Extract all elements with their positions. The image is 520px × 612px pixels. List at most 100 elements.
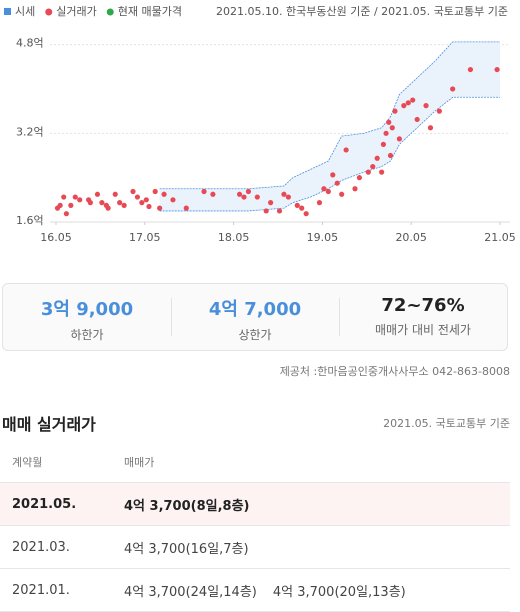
trade-point — [263, 208, 269, 214]
trade-point — [334, 180, 340, 186]
trade-point — [339, 191, 345, 197]
trade-point — [396, 136, 402, 142]
section-basis: 2021.05. 국토교통부 기준 — [383, 417, 510, 430]
trade-price: 4억 3,700(16일,7층) — [124, 541, 249, 557]
x-tick-label: 20.05 — [395, 231, 427, 244]
summary-box: 3억 9,000 하한가 4억 7,000 상한가 72~76% 매매가 대비 전세가 — [2, 283, 508, 351]
trade-point — [392, 108, 398, 114]
trade-point — [370, 163, 376, 170]
legend-label: 시세 — [15, 5, 35, 18]
trade-point — [63, 211, 69, 217]
trade-point — [294, 202, 300, 208]
trade-point — [130, 188, 136, 195]
trade-point — [254, 194, 260, 200]
trade-prices: 4억 3,700(8일,8층) — [123, 482, 510, 526]
trade-point — [152, 188, 158, 195]
trade-point — [157, 205, 163, 211]
trade-point — [365, 169, 371, 175]
trade-point — [94, 191, 101, 197]
trade-point — [268, 200, 274, 206]
x-tick-label: 18.05 — [218, 231, 250, 244]
x-tick-label: 19.05 — [307, 231, 339, 244]
trade-point — [146, 203, 152, 210]
summary-label: 상한가 — [238, 328, 272, 342]
trade-point — [285, 194, 291, 200]
source: 제공처 :한마음공인중개사사무소 042-863-8008 — [279, 365, 510, 378]
trade-point — [112, 191, 118, 197]
chart: 2021.05.10. 한국부동산원 기준 / 2021.05. 국토교통부 기… — [4, 5, 516, 244]
trade-point — [379, 169, 385, 175]
trade-point — [210, 191, 216, 197]
trade-point — [143, 197, 149, 203]
trade-point — [139, 200, 145, 206]
header-cell: 계약월 — [0, 442, 123, 483]
trade-point — [241, 194, 247, 200]
summary-label: 하한가 — [70, 328, 104, 342]
trade-point — [380, 141, 387, 147]
band-upper — [159, 41, 500, 190]
trade-point — [105, 205, 111, 211]
trade-point — [117, 200, 123, 206]
legend-label: 현재 매물가격 — [118, 5, 182, 18]
trade-point — [134, 194, 141, 200]
trade-point — [281, 191, 287, 197]
trade-point — [401, 103, 407, 109]
trade-point — [72, 194, 78, 200]
trade-point — [386, 119, 392, 125]
trade-prices: 4억 3,700(16일,7층) — [123, 525, 510, 569]
legend-swatch — [106, 8, 114, 16]
y-tick-label: 1.6억 — [16, 214, 44, 227]
x-tick-label: 21.05 — [484, 231, 516, 244]
trade-table: 계약월 매매가 2021.05. 4억 3,700(8일,8층) 2021.03. 4억… — [0, 442, 510, 612]
trade-point — [161, 191, 167, 197]
section-title: 매매 실거래가 — [2, 415, 96, 434]
page: {"chart_data": {"type": "scatter", "note… — [0, 5, 516, 612]
trade-point — [170, 197, 176, 203]
price-band — [159, 41, 501, 211]
trade-point — [61, 194, 67, 200]
trade-point — [467, 66, 474, 73]
trade-month: 2021.01. — [0, 568, 123, 612]
trade-point — [245, 188, 252, 195]
summary-value: 3억 9,000 — [40, 299, 134, 320]
summary-label: 매매가 대비 전세가 — [375, 323, 471, 337]
trade-row: 2021.01. 4억 3,700(24일,14층) 4억 3,700(20일,13… — [0, 568, 510, 612]
table-header: 계약월 매매가 — [0, 442, 510, 483]
trade-point — [68, 202, 74, 208]
trade-point — [299, 205, 305, 211]
trade-point — [423, 103, 429, 109]
trade-point — [387, 152, 394, 159]
trade-point — [410, 97, 416, 103]
legend-swatch — [45, 8, 53, 16]
trade-price: 4억 3,700(24일,14층) — [124, 584, 257, 600]
trade-month: 2021.03. — [0, 525, 123, 569]
summary-value: 72~76% — [381, 295, 465, 316]
trade-price: 4억 3,700(20일,13층) — [272, 584, 406, 600]
summary-value: 4억 7,000 — [208, 299, 302, 320]
y-tick-label: 3.2억 — [16, 125, 44, 138]
trade-point — [201, 188, 207, 195]
trade-price: 4억 3,700(8일,8층) — [124, 498, 250, 514]
trade-point — [121, 202, 127, 208]
trade-point — [321, 186, 327, 192]
header-cell: 매매가 — [123, 442, 510, 483]
trade-point — [383, 130, 389, 136]
trade-point — [389, 125, 395, 131]
legend-swatch — [4, 8, 11, 15]
trade-point — [450, 86, 456, 92]
trade-point — [405, 100, 411, 106]
trade-point — [325, 188, 331, 195]
trade-point — [414, 116, 420, 123]
y-tick-label: 4.8억 — [16, 37, 44, 50]
trade-prices: 4억 3,700(24일,14층) 4억 3,700(20일,13층) — [123, 568, 510, 612]
trade-point — [236, 191, 243, 197]
trade-point — [374, 155, 380, 161]
trade-month: 2021.05. — [0, 482, 123, 526]
summary-item: 3억 9,000 하한가 — [3, 284, 171, 350]
trade-point — [303, 211, 309, 217]
trade-point — [276, 208, 283, 214]
x-tick-label: 17.05 — [129, 231, 161, 244]
trade-point — [494, 66, 500, 73]
trade-point — [356, 175, 363, 181]
trade-point — [183, 205, 189, 211]
